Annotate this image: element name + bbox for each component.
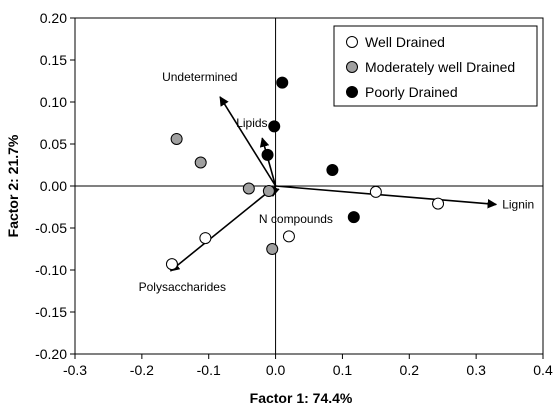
data-point <box>199 232 212 245</box>
vector-undetermined <box>219 96 277 187</box>
y-tick-label: -0.05 <box>35 220 67 236</box>
y-tick-label: 0.10 <box>40 94 67 110</box>
x-tick-label: 0.4 <box>533 362 553 378</box>
data-point <box>276 76 289 89</box>
data-point <box>165 258 178 271</box>
data-point <box>282 230 295 243</box>
vector-lipids <box>259 137 277 187</box>
data-point <box>261 148 274 161</box>
legend-box <box>333 25 538 107</box>
data-point <box>432 197 445 210</box>
x-tick-label: -0.1 <box>197 362 221 378</box>
x-tick-label: 0.1 <box>333 362 353 378</box>
data-point <box>326 164 339 177</box>
data-point <box>242 182 255 195</box>
x-axis-title: Factor 1: 74.4% <box>250 390 353 406</box>
x-tick-label: 0.3 <box>466 362 486 378</box>
y-axis-title: Factor 2: 21.7% <box>5 134 21 237</box>
legend: Well Drained Moderately well Drained Poorl… <box>333 25 538 107</box>
plot-area: -0.3 -0.2 -0.1 0.0 0.1 0.2 0.3 0.4 -0.20 -0.15 -0.… <box>5 10 553 406</box>
x-tick-label: -0.3 <box>63 362 87 378</box>
y-tick-label: -0.10 <box>35 262 67 278</box>
data-point <box>268 120 281 133</box>
data-point <box>170 132 183 145</box>
vector-label: Lipids <box>236 116 267 130</box>
legend-marker <box>346 36 358 48</box>
y-tick-label: 0.20 <box>40 10 67 26</box>
y-tick-label: 0.00 <box>40 178 67 194</box>
y-tick-label: -0.20 <box>35 346 67 362</box>
x-tick-label: 0.2 <box>400 362 420 378</box>
y-tick-label: 0.15 <box>40 52 67 68</box>
vector-label: Undetermined <box>162 70 237 84</box>
vector-label: N compounds <box>259 212 333 226</box>
x-tick-label: -0.2 <box>130 362 154 378</box>
legend-label: Moderately well Drained <box>365 59 515 75</box>
data-point <box>262 185 275 198</box>
vector-lignin <box>275 185 498 209</box>
data-point <box>266 243 279 255</box>
legend-label: Well Drained <box>365 34 445 50</box>
legend-marker <box>346 86 358 98</box>
legend-marker <box>346 61 358 73</box>
vector-label: Polysaccharides <box>139 280 226 294</box>
y-tick-label: 0.05 <box>40 136 67 152</box>
data-point <box>347 211 360 224</box>
vector-label: Lignin <box>502 197 534 211</box>
x-tick-label: 0.0 <box>266 362 286 378</box>
data-point <box>369 185 382 198</box>
legend-label: Poorly Drained <box>365 84 458 100</box>
data-point <box>194 156 207 169</box>
vector-polysaccharides <box>169 185 277 272</box>
y-tick-label: -0.15 <box>35 304 67 320</box>
